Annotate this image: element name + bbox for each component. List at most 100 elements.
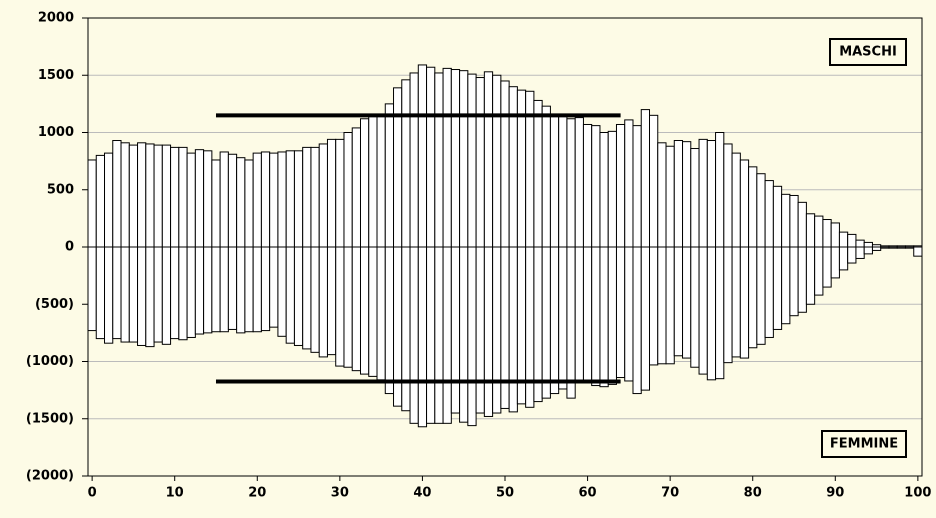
- bar: [137, 142, 147, 248]
- bar: [310, 246, 320, 353]
- bar: [384, 246, 395, 395]
- bar: [384, 103, 395, 248]
- bar: [649, 114, 659, 248]
- bar: [475, 77, 485, 248]
- bar: [104, 152, 114, 248]
- bar: [194, 149, 205, 248]
- bar: [632, 125, 642, 248]
- bar: [665, 246, 675, 365]
- bar: [764, 180, 774, 248]
- bar: [805, 246, 816, 305]
- y-tick-label: 2000: [38, 11, 74, 26]
- bar: [549, 113, 560, 248]
- bar: [351, 246, 361, 372]
- bar: [665, 145, 675, 248]
- bar: [351, 127, 361, 248]
- bar: [120, 142, 130, 248]
- bar: [252, 152, 262, 248]
- bar: [260, 151, 271, 248]
- bar: [690, 148, 700, 248]
- bar: [186, 246, 196, 338]
- bar: [533, 99, 543, 248]
- bar: [434, 72, 444, 248]
- bar: [467, 246, 477, 427]
- bar: [302, 146, 312, 248]
- bar: [161, 246, 172, 345]
- x-tick-label: 90: [826, 486, 844, 501]
- y-tick-label: 1500: [38, 68, 74, 83]
- bar: [368, 246, 378, 377]
- bar: [772, 185, 783, 248]
- bar: [508, 86, 518, 248]
- bar: [838, 231, 849, 248]
- bar: [450, 69, 461, 248]
- bar: [120, 246, 130, 343]
- bar: [533, 246, 543, 403]
- bar: [318, 246, 328, 358]
- bar: [459, 246, 469, 423]
- bar: [599, 246, 609, 388]
- bar: [723, 143, 733, 248]
- bar: [855, 246, 865, 259]
- bar: [599, 132, 609, 248]
- bar: [500, 80, 510, 248]
- bar: [640, 246, 651, 391]
- bar: [244, 246, 254, 333]
- x-tick-label: 10: [166, 486, 184, 501]
- bar: [310, 146, 320, 248]
- bar: [326, 246, 337, 356]
- x-tick-label: 80: [744, 486, 762, 501]
- bar: [153, 246, 163, 343]
- bar: [426, 66, 436, 248]
- bar: [814, 215, 824, 248]
- bar: [748, 246, 758, 349]
- bar: [194, 246, 205, 335]
- bar: [277, 151, 287, 248]
- bar: [236, 246, 246, 334]
- bar: [615, 123, 626, 248]
- bar: [161, 144, 172, 248]
- bar: [615, 246, 626, 379]
- bar: [244, 159, 254, 248]
- bar: [847, 246, 857, 264]
- bar: [401, 246, 411, 412]
- bar: [417, 64, 428, 248]
- bar: [797, 246, 807, 313]
- bar: [764, 246, 774, 338]
- bar: [434, 246, 444, 424]
- bar: [227, 246, 238, 330]
- bar: [335, 138, 345, 248]
- bar: [170, 246, 180, 340]
- bar: [343, 246, 353, 368]
- bar: [574, 117, 584, 248]
- bar: [756, 246, 766, 345]
- bar: [847, 233, 857, 248]
- legend-box: [829, 38, 907, 66]
- bar: [632, 246, 642, 395]
- bar: [591, 246, 601, 387]
- bar: [211, 159, 221, 248]
- bar: [690, 246, 700, 368]
- bar: [153, 144, 163, 248]
- bar: [789, 194, 799, 248]
- bar: [483, 246, 494, 417]
- bar: [855, 239, 865, 248]
- bar: [128, 246, 139, 343]
- bar: [748, 166, 758, 248]
- bar: [863, 246, 873, 255]
- bar: [698, 138, 708, 248]
- bar: [715, 132, 725, 248]
- bar: [781, 193, 791, 248]
- x-tick-label: 50: [496, 486, 514, 501]
- bar: [227, 153, 238, 248]
- bar: [87, 246, 97, 332]
- bar: [170, 146, 180, 248]
- bar: [376, 246, 386, 381]
- bar: [203, 246, 213, 334]
- bar: [475, 246, 485, 414]
- bar: [715, 246, 725, 380]
- bar: [112, 140, 122, 248]
- bar: [104, 246, 114, 344]
- legend-label: FEMMINE: [830, 437, 898, 452]
